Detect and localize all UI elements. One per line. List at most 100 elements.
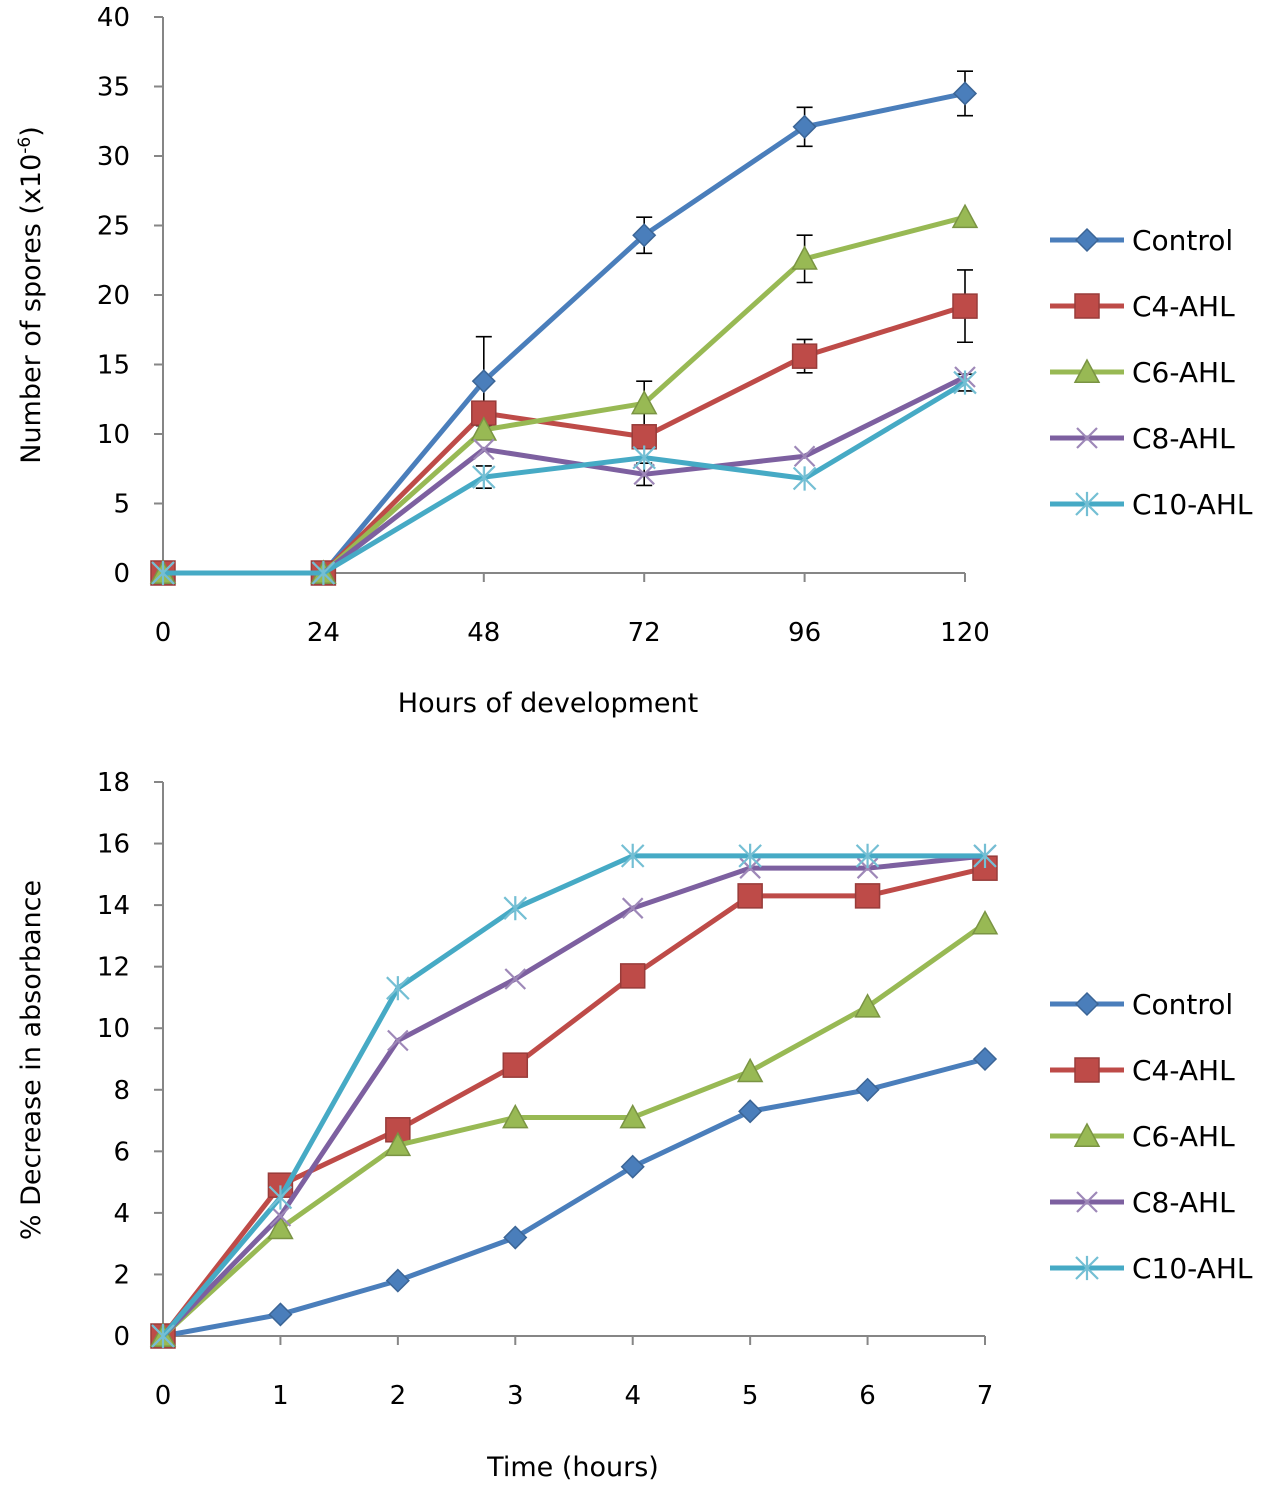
data-point-c8-ahl: [387, 1029, 409, 1052]
x-tick-label: 0: [155, 618, 172, 648]
legend-marker: [1075, 491, 1099, 517]
legend-label: C4-AHL: [1132, 290, 1235, 323]
y-tick-label: 30: [97, 142, 130, 172]
legend-marker: [1074, 293, 1100, 319]
data-point-c4-ahl: [854, 883, 881, 909]
data-point-c10-ahl: [738, 843, 762, 868]
x-tick-label: 24: [307, 618, 340, 648]
data-point-control: [792, 114, 817, 139]
series-line-c6-ahl: [161, 921, 987, 1338]
data-point-c8-ahl: [633, 463, 655, 486]
x-tick-label: 5: [742, 1381, 759, 1411]
legend-label: Control: [1132, 988, 1233, 1021]
data-point-c6-ahl: [971, 910, 999, 935]
data-point-c10-ahl: [311, 560, 336, 586]
data-point-c10-ahl: [503, 896, 528, 921]
series-line-c4-ahl: [161, 865, 986, 1338]
y-axis-title-end: ): [16, 126, 47, 137]
x-tick-label: 7: [977, 1381, 994, 1411]
y-axis-title: % Decrease in absorbance: [16, 880, 47, 1240]
legend-marker: [1073, 1122, 1101, 1147]
legend-marker: [1074, 991, 1100, 1017]
x-tick-label: 120: [940, 618, 990, 648]
legend-marker: [1074, 227, 1100, 253]
series-line-c4-ahl: [163, 303, 966, 576]
x-tick-label: 4: [624, 1381, 641, 1411]
data-point-control: [632, 223, 657, 248]
series-line-c10-ahl: [163, 380, 967, 576]
x-tick-label: 0: [155, 1381, 172, 1411]
data-point-c4-ahl: [631, 424, 657, 450]
data-point-c6-ahl: [854, 993, 881, 1018]
data-point-c10-ahl: [620, 843, 645, 868]
data-point-control: [503, 1225, 528, 1250]
data-point-c8-ahl: [621, 897, 644, 919]
data-point-c8-ahl: [793, 445, 816, 468]
data-point-c10-ahl: [268, 1185, 293, 1210]
x-tick-label: 96: [788, 618, 821, 648]
data-point-c10-ahl: [151, 1323, 175, 1349]
legend-label: C10-AHL: [1132, 1252, 1253, 1285]
y-tick-label: 16: [97, 830, 130, 860]
data-point-control: [972, 1046, 998, 1072]
data-point-c6-ahl: [619, 1103, 646, 1129]
legend-marker: [1074, 1057, 1100, 1083]
x-axis-title: Hours of development: [398, 688, 698, 719]
y-tick-label: 2: [113, 1260, 130, 1290]
x-tick-label: 48: [467, 618, 500, 648]
data-point-c6-ahl: [470, 416, 498, 441]
legend-label: C6-AHL: [1132, 1120, 1235, 1153]
series-line-c6-ahl: [163, 214, 966, 576]
data-point-c8-ahl: [473, 438, 495, 461]
series-line-c8-ahl: [163, 374, 967, 576]
legend-label: Control: [1132, 224, 1233, 257]
data-point-c10-ahl: [855, 843, 880, 868]
data-point-c4-ahl: [791, 343, 818, 369]
data-point-c10-ahl: [792, 466, 817, 491]
data-point-control: [620, 1154, 645, 1179]
y-tick-label: 0: [113, 559, 130, 589]
data-point-c6-ahl: [951, 203, 979, 229]
y-tick-label: 6: [113, 1137, 130, 1167]
y-tick-label: 4: [113, 1199, 130, 1229]
data-point-control: [385, 1268, 410, 1293]
data-point-c8-ahl: [269, 1205, 292, 1227]
y-axis-title: Number of spores (x10-6): [15, 126, 47, 464]
data-point-c6-ahl: [267, 1214, 294, 1240]
y-tick-label: 10: [97, 1014, 130, 1044]
data-point-control: [471, 369, 496, 394]
y-tick-label: 20: [97, 281, 130, 311]
legend-marker: [1076, 1191, 1098, 1213]
legend-marker: [1076, 427, 1098, 449]
legend-label: C4-AHL: [1132, 1054, 1235, 1087]
series-line-c8-ahl: [161, 853, 986, 1338]
y-tick-label: 5: [113, 490, 130, 520]
data-point-c10-ahl: [953, 370, 977, 395]
data-point-c6-ahl: [384, 1131, 412, 1157]
x-tick-label: 6: [859, 1381, 876, 1411]
y-tick-label: 12: [97, 953, 130, 983]
x-axis-title: Time (hours): [486, 1452, 659, 1483]
data-point-c10-ahl: [632, 445, 656, 470]
x-tick-label: 3: [507, 1381, 524, 1411]
legend-label: C8-AHL: [1132, 422, 1235, 455]
series-line-control: [163, 91, 966, 576]
data-point-c4-ahl: [972, 855, 998, 881]
legend-marker: [1075, 1255, 1099, 1281]
data-point-control: [855, 1077, 880, 1102]
chart-spores: 0 5 10 15 20 25 30 35 40 0 24 48 72 96 120 Hours of dev…: [15, 3, 1253, 719]
y-tick-label: 18: [97, 768, 130, 798]
data-point-c10-ahl: [386, 976, 410, 1001]
data-point-control: [268, 1302, 293, 1327]
data-point-c10-ahl: [151, 560, 175, 586]
y-tick-label: 35: [97, 73, 130, 103]
y-tick-label: 25: [97, 212, 130, 242]
legend-label: C8-AHL: [1132, 1186, 1235, 1219]
y-tick-label: 40: [97, 3, 130, 33]
x-tick-label: 2: [390, 1381, 407, 1411]
data-point-control: [738, 1099, 763, 1124]
data-point-control: [952, 81, 978, 106]
data-point-c8-ahl: [504, 968, 527, 990]
